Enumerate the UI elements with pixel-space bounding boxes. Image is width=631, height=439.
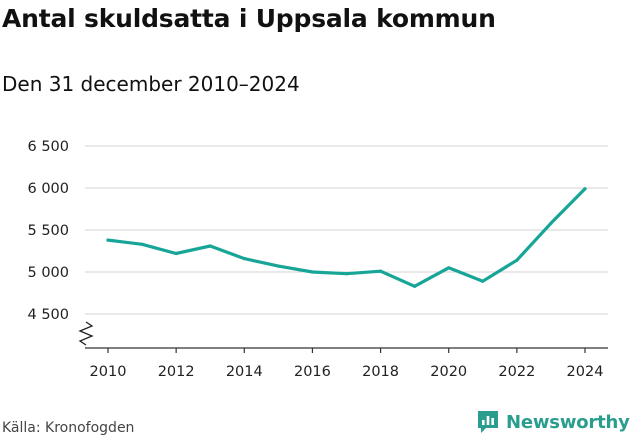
data-point: [106, 238, 110, 242]
data-point: [515, 258, 519, 262]
x-tick-label: 2022: [498, 364, 535, 380]
data-point: [310, 270, 315, 274]
data-point: [481, 279, 485, 283]
x-tick-label: 2024: [567, 364, 604, 380]
newsworthy-icon: [478, 411, 498, 433]
y-tick-label: 4 500: [27, 307, 69, 323]
y-tick-label: 6 500: [27, 139, 69, 155]
source-note: Källa: Kronofogden: [2, 420, 135, 436]
chart-subtitle: Den 31 december 2010–2024: [2, 72, 300, 96]
newsworthy-logo: Newsworthy: [476, 409, 630, 435]
data-point: [583, 187, 587, 191]
data-point: [413, 284, 417, 288]
chart-title: Antal skuldsatta i Uppsala kommun: [2, 4, 496, 33]
y-tick-label: 5 000: [27, 265, 69, 281]
y-tick-label: 5 500: [27, 223, 69, 239]
data-point: [276, 264, 280, 268]
data-point: [140, 242, 144, 246]
x-tick-label: 2010: [90, 364, 127, 380]
data-point: [549, 221, 553, 225]
x-tick-label: 2012: [158, 364, 195, 380]
data-point: [378, 269, 383, 273]
data-point: [208, 244, 212, 248]
x-tick-label: 2014: [226, 364, 263, 380]
brand-name: Newsworthy: [506, 411, 630, 433]
data-point: [174, 251, 178, 256]
x-tick-label: 2018: [362, 364, 399, 380]
axis-break-mark: [78, 321, 94, 346]
x-tick-label: 2020: [430, 364, 467, 380]
data-point: [242, 256, 246, 261]
y-tick-label: 6 000: [27, 181, 69, 197]
data-point: [344, 272, 349, 276]
x-tick-label: 2016: [294, 364, 331, 380]
data-point: [447, 266, 451, 270]
